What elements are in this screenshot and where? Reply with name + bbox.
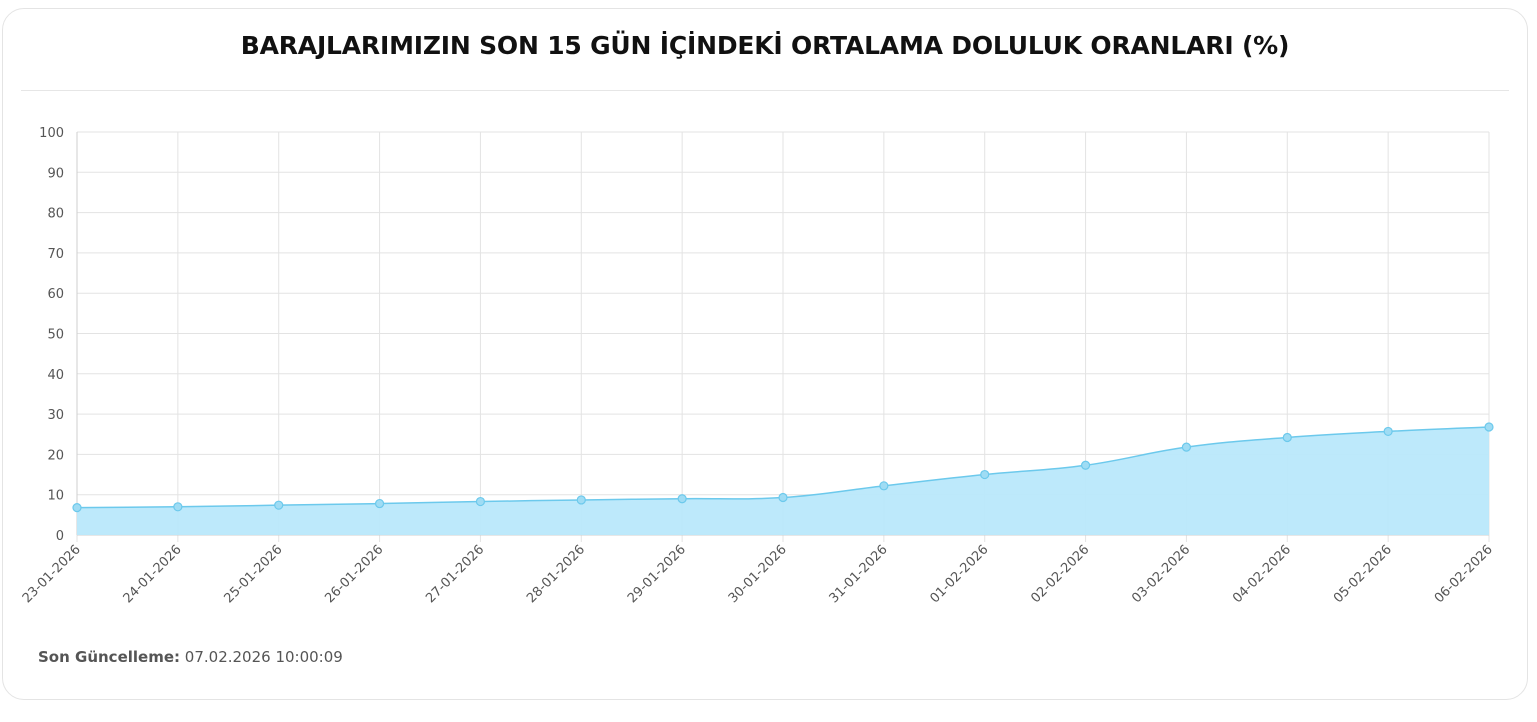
y-tick-label: 30: [47, 408, 64, 423]
x-tick-label: 30-01-2026: [726, 542, 790, 606]
x-tick-label: 02-02-2026: [1028, 542, 1092, 606]
data-point: [980, 469, 990, 480]
x-tick-label: 03-02-2026: [1129, 542, 1193, 606]
data-point: [1383, 426, 1393, 437]
chart-title: BARAJLARIMIZIN SON 15 GÜN İÇİNDEKİ ORTAL…: [240, 31, 1290, 60]
x-tick-label: 04-02-2026: [1230, 542, 1294, 606]
x-tick-label: 06-02-2026: [1432, 542, 1496, 606]
data-point: [274, 500, 284, 510]
data-point: [1282, 432, 1292, 443]
data-point: [374, 498, 385, 509]
x-tick-label: 27-01-2026: [423, 542, 487, 606]
series-area: [77, 426, 1489, 535]
data-point: [475, 496, 486, 507]
data-point: [1484, 422, 1494, 432]
x-tick-label: 28-01-2026: [524, 542, 588, 606]
y-tick-label: 50: [47, 328, 64, 343]
x-tick-label: 31-01-2026: [827, 542, 891, 606]
data-point: [677, 494, 687, 504]
data-point: [879, 481, 889, 491]
data-point: [576, 495, 586, 505]
data-point: [173, 502, 183, 512]
last-update: Son Güncelleme: 07.02.2026 10:00:09: [38, 648, 343, 666]
data-point: [778, 492, 788, 503]
data-point: [1181, 442, 1192, 452]
y-tick-label: 40: [47, 368, 64, 383]
data-point: [1080, 460, 1091, 470]
x-tick-label: 01-02-2026: [928, 542, 992, 606]
y-tick-label: 20: [47, 448, 64, 463]
data-point: [72, 502, 82, 513]
y-tick-label: 70: [47, 247, 64, 262]
x-tick-label: 29-01-2026: [625, 542, 689, 606]
x-tick-label: 25-01-2026: [222, 542, 286, 606]
x-tick-label: 05-02-2026: [1331, 542, 1395, 606]
y-tick-label: 0: [56, 529, 64, 544]
title-divider: [21, 90, 1509, 91]
y-tick-label: 100: [39, 126, 64, 141]
x-tick-label: 23-01-2026: [20, 542, 84, 606]
last-update-value: 07.02.2026 10:00:09: [184, 648, 343, 666]
x-tick-label: 24-01-2026: [121, 542, 185, 606]
y-tick-label: 90: [47, 166, 64, 181]
x-tick-label: 26-01-2026: [322, 542, 386, 606]
y-tick-label: 80: [47, 207, 64, 222]
last-update-label: Son Güncelleme:: [38, 648, 181, 666]
chart-card: BARAJLARIMIZIN SON 15 GÜN İÇİNDEKİ ORTAL…: [2, 8, 1528, 700]
y-tick-label: 10: [47, 489, 64, 504]
y-tick-label: 60: [47, 287, 64, 302]
